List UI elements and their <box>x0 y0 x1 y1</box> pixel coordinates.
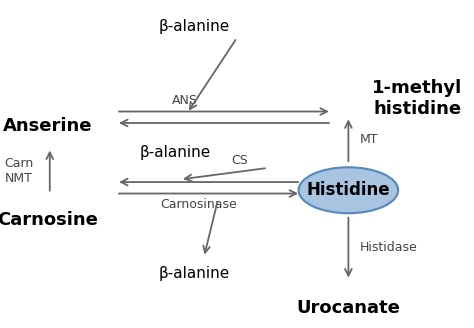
Ellipse shape <box>299 167 398 213</box>
Text: 1-methyl
histidine: 1-methyl histidine <box>372 79 462 118</box>
Text: MT: MT <box>360 133 379 146</box>
Text: Histidase: Histidase <box>360 241 418 254</box>
Text: CS: CS <box>231 154 248 167</box>
Text: β-alanine: β-alanine <box>159 266 230 281</box>
Text: Carnosinase: Carnosinase <box>161 198 237 212</box>
Text: β-alanine: β-alanine <box>140 145 211 160</box>
Text: Carn
NMT: Carn NMT <box>5 156 34 185</box>
Text: Urocanate: Urocanate <box>296 299 401 317</box>
Text: Histidine: Histidine <box>307 181 390 199</box>
Text: Carnosine: Carnosine <box>0 211 98 229</box>
Text: β-alanine: β-alanine <box>159 19 230 34</box>
Text: Anserine: Anserine <box>3 117 92 135</box>
Text: ANS: ANS <box>172 93 198 107</box>
